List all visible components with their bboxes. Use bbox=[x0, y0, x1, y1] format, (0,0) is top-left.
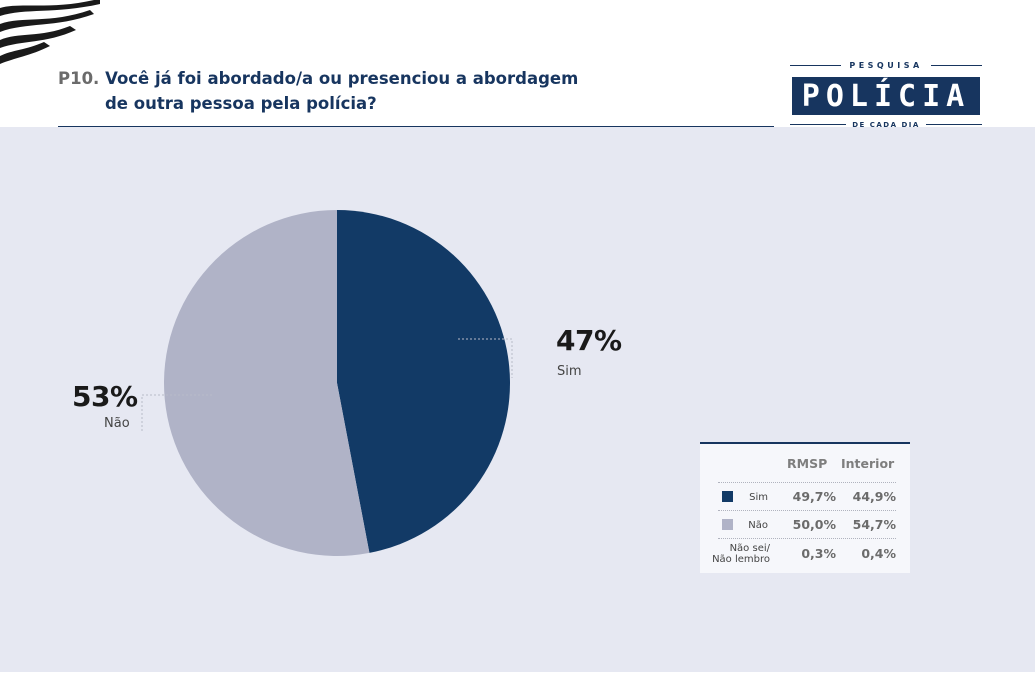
question-number: P10. bbox=[58, 69, 100, 88]
legend-swatch-sim bbox=[722, 491, 733, 502]
cell-interior: 0,4% bbox=[861, 546, 896, 561]
logo-bottom: DE CADA DIA bbox=[790, 119, 982, 130]
logo-top-text: PESQUISA bbox=[849, 60, 923, 70]
row-label: Sim bbox=[749, 492, 768, 503]
pie-label-nao-percent: 53% bbox=[72, 380, 138, 413]
logo-main-text: POLÍCIA bbox=[792, 77, 980, 115]
pie-label-sim: Sim bbox=[557, 364, 582, 379]
logo-bottom-text: DE CADA DIA bbox=[852, 120, 920, 129]
table-row: Sim 49,7% 44,9% bbox=[700, 483, 910, 511]
question-line-2: de outra pessoa pela polícia? bbox=[105, 94, 377, 113]
pie-label-nao: Não bbox=[104, 416, 130, 431]
row-label: Não sei/ Não lembro bbox=[704, 543, 770, 565]
leader-line-nao bbox=[141, 394, 212, 432]
cell-rmsp: 50,0% bbox=[792, 517, 836, 532]
cell-interior: 54,7% bbox=[852, 517, 896, 532]
legend-swatch-nao bbox=[722, 519, 733, 530]
cell-interior: 44,9% bbox=[852, 489, 896, 504]
row-label-line-2: Não lembro bbox=[712, 554, 770, 565]
page-title: P10. Você já foi abordado/a ou presencio… bbox=[58, 66, 618, 116]
table-header-rmsp: RMSP bbox=[787, 456, 828, 471]
cell-rmsp: 49,7% bbox=[792, 489, 836, 504]
logo-top: PESQUISA bbox=[790, 58, 983, 72]
pie-slice-sim bbox=[337, 210, 510, 553]
cell-rmsp: 0,3% bbox=[801, 546, 836, 561]
pie-label-sim-percent: 47% bbox=[556, 324, 622, 357]
table-row: Não sei/ Não lembro 0,3% 0,4% bbox=[700, 540, 910, 568]
survey-logo: PESQUISA POLÍCIA DE CADA DIA bbox=[790, 58, 983, 130]
question-line-1: Você já foi abordado/a ou presenciou a a… bbox=[105, 69, 579, 88]
leader-line-sim bbox=[458, 338, 513, 378]
region-breakdown-table: RMSP Interior Sim 49,7% 44,9% Não 50,0% … bbox=[700, 442, 910, 573]
state-flag-stripes-icon bbox=[0, 0, 100, 64]
table-header-interior: Interior bbox=[841, 456, 895, 471]
row-label: Não bbox=[748, 520, 768, 531]
header: P10. Você já foi abordado/a ou presencio… bbox=[0, 0, 1035, 130]
row-label-line-1: Não sei/ bbox=[729, 543, 770, 554]
pie-slice-no bbox=[163, 210, 370, 556]
table-row: Não 50,0% 54,7% bbox=[700, 511, 910, 539]
bottom-band bbox=[0, 672, 1035, 676]
